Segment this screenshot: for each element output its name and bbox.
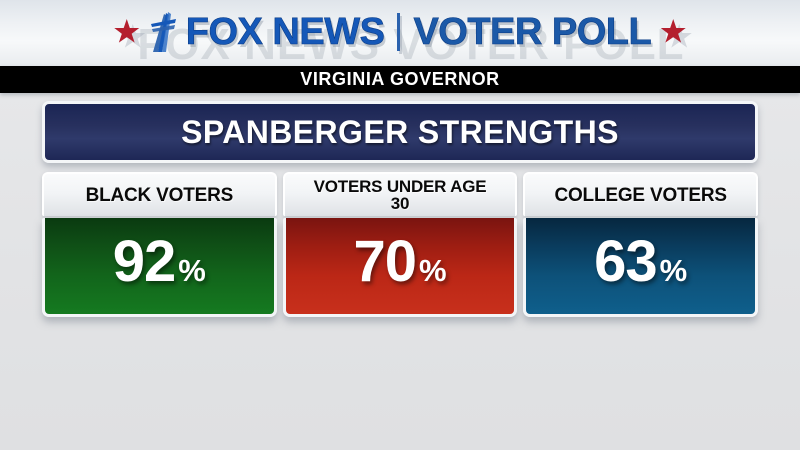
stat-value-number: 92: [112, 228, 177, 294]
stat-value-box-black-voters: 92%: [42, 218, 277, 317]
stat-column-black-voters: BLACK VOTERS 92%: [42, 172, 277, 317]
star-icon: [660, 19, 692, 48]
percent-sign: %: [659, 252, 688, 288]
stat-header-label: VOTERS UNDER AGE 30: [314, 178, 487, 212]
stat-column-college-voters: COLLEGE VOTERS 63%: [523, 172, 759, 317]
percent-sign: %: [418, 252, 447, 288]
star-icon: [114, 19, 146, 48]
stat-percentage: 92%: [112, 228, 206, 301]
stat-header-college-voters: COLLEGE VOTERS: [523, 172, 759, 216]
logo-row: FOX NEWS VOTER POLL: [0, 6, 800, 58]
stat-header-black-voters: BLACK VOTERS: [42, 172, 277, 216]
network-logo-band: FOX NEWS VOTER POLL FOX NEWS VO: [0, 0, 800, 66]
stat-header-label: COLLEGE VOTERS: [554, 184, 727, 206]
stat-header-line-2: 30: [390, 194, 410, 213]
percent-sign: %: [178, 252, 206, 288]
fox-searchlight-icon: [149, 10, 179, 54]
stat-header-line-1: VOTERS UNDER AGE: [313, 177, 487, 196]
stat-columns: BLACK VOTERS 92% VOTERS UNDER AGE 30 70% …: [42, 172, 759, 317]
stat-percentage: 63%: [594, 228, 688, 301]
stat-value-box-college-voters: 63%: [523, 218, 759, 317]
subtitle-text: VIRGINIA GOVERNOR: [300, 69, 500, 89]
title-banner: SPANBERGER STRENGTHS: [42, 101, 758, 163]
stat-value-number: 63: [594, 228, 658, 294]
logo-divider: [397, 13, 401, 51]
logo-text-voter-poll: VOTER POLL: [413, 11, 652, 54]
stat-column-voters-under-30: VOTERS UNDER AGE 30 70%: [282, 172, 518, 317]
stat-header-label: BLACK VOTERS: [85, 184, 234, 206]
logo-ghost-text: FOX NEWS VOTER POLL: [137, 20, 685, 66]
subtitle-bar: VIRGINIA GOVERNOR: [0, 66, 800, 93]
page-title: SPANBERGER STRENGTHS: [181, 113, 619, 150]
stat-header-voters-under-30: VOTERS UNDER AGE 30: [282, 172, 518, 216]
stat-value-number: 70: [353, 228, 417, 294]
logo-text-fox-news: FOX NEWS: [185, 11, 385, 54]
stat-percentage: 70%: [353, 228, 447, 301]
stat-value-box-voters-under-30: 70%: [282, 218, 518, 317]
